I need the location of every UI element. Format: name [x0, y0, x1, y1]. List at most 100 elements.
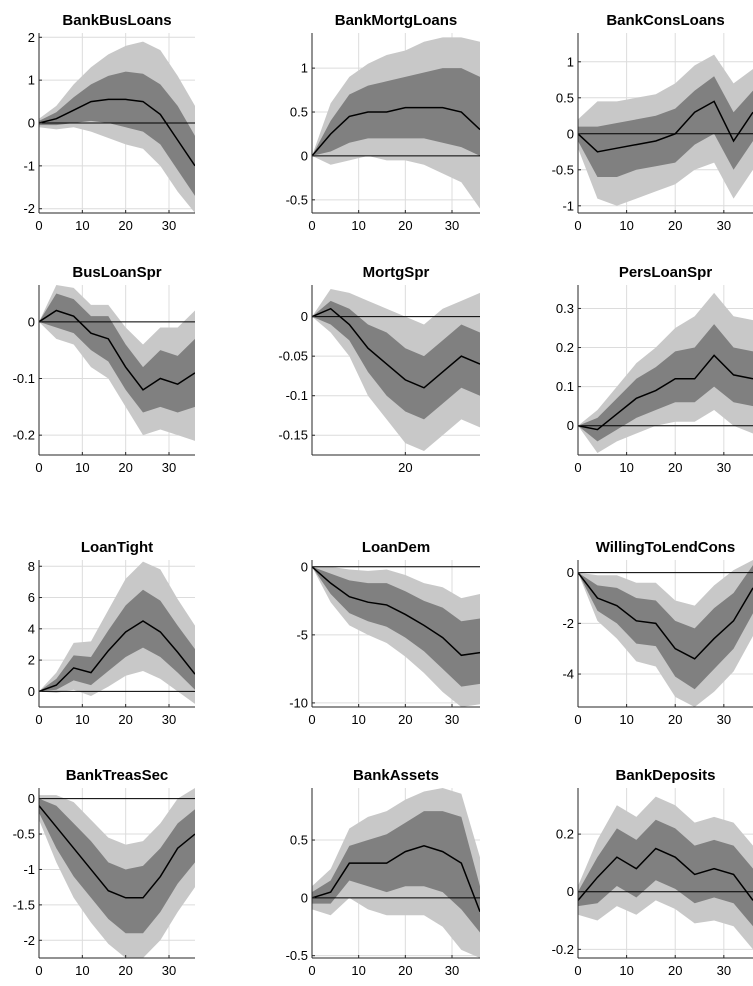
x-tick-label: 20 — [118, 712, 132, 727]
y-tick-label: -2 — [562, 616, 574, 631]
plot-area — [578, 33, 753, 213]
inner-band — [578, 565, 753, 690]
inner-band — [312, 811, 480, 933]
median-line — [312, 106, 480, 157]
x-tick-label: 10 — [351, 712, 365, 727]
y-tick-label: -10 — [289, 695, 308, 710]
x-tick-label: 30 — [445, 218, 459, 233]
median-line — [312, 566, 480, 657]
x-tick-label: 30 — [445, 963, 459, 978]
plot-area — [39, 560, 195, 707]
y-tick-label: 0 — [28, 684, 35, 699]
x-tick-label: 30 — [717, 963, 731, 978]
y-tick-label: -0.2 — [13, 428, 35, 443]
y-tick-label: 1 — [28, 73, 35, 88]
plot-area — [312, 788, 480, 958]
y-tick-label: 0 — [567, 418, 574, 433]
y-tick-label: 0.2 — [556, 340, 574, 355]
inner-band — [312, 566, 480, 687]
panel-title: PersLoanSpr — [619, 264, 713, 281]
plot-area — [39, 33, 195, 213]
y-tick-label: 8 — [28, 559, 35, 574]
y-tick-label: -5 — [296, 627, 308, 642]
y-tick-label: 2 — [28, 653, 35, 668]
y-tick-label: 1 — [301, 61, 308, 76]
x-tick-label: 10 — [75, 963, 89, 978]
y-tick-label: -2 — [23, 933, 35, 948]
median-line — [312, 307, 480, 389]
y-tick-label: 0 — [301, 148, 308, 163]
x-tick-label: 10 — [351, 963, 365, 978]
y-tick-label: -1 — [562, 198, 574, 213]
x-tick-label: 10 — [619, 218, 633, 233]
y-tick-label: 0 — [28, 116, 35, 131]
plot-area — [312, 560, 480, 707]
inner-band — [312, 68, 480, 156]
median-line — [578, 354, 753, 431]
y-tick-label: 0 — [567, 126, 574, 141]
x-tick-label: 0 — [308, 963, 315, 978]
plot-area — [312, 33, 480, 213]
x-tick-label: 0 — [35, 963, 42, 978]
y-tick-label: 0 — [301, 309, 308, 324]
y-tick-label: -2 — [23, 201, 35, 216]
x-tick-label: 0 — [35, 218, 42, 233]
y-tick-label: -0.15 — [278, 428, 308, 443]
inner-band — [39, 798, 195, 934]
y-tick-label: -0.05 — [278, 349, 308, 364]
plot-area — [578, 285, 753, 455]
inner-band — [578, 76, 753, 177]
x-tick-label: 10 — [75, 712, 89, 727]
panel-title: BusLoanSpr — [72, 264, 161, 281]
x-tick-label: 0 — [574, 460, 581, 475]
y-tick-label: 0 — [28, 791, 35, 806]
median-line — [39, 620, 195, 693]
median-line — [578, 572, 753, 660]
x-tick-label: 20 — [118, 218, 132, 233]
x-tick-label: 10 — [619, 460, 633, 475]
y-tick-label: 0.3 — [556, 301, 574, 316]
y-tick-label: 0.2 — [556, 827, 574, 842]
x-tick-label: 0 — [35, 712, 42, 727]
y-tick-label: -1 — [23, 158, 35, 173]
panel-title: LoanDem — [362, 539, 430, 556]
plot-area — [39, 285, 195, 455]
x-tick-label: 10 — [75, 460, 89, 475]
x-tick-label: 10 — [351, 218, 365, 233]
panel-title: BankConsLoans — [606, 12, 724, 29]
y-tick-label: 0 — [301, 890, 308, 905]
x-tick-label: 0 — [308, 712, 315, 727]
x-tick-label: 20 — [398, 712, 412, 727]
y-tick-label: 0 — [28, 314, 35, 329]
median-line — [39, 805, 195, 899]
panel-title: BankTreasSec — [66, 767, 169, 784]
x-tick-label: 20 — [118, 460, 132, 475]
panel-title: BankBusLoans — [62, 12, 171, 29]
y-tick-label: 0.5 — [290, 105, 308, 120]
y-tick-label: 2 — [28, 30, 35, 45]
x-tick-label: 30 — [162, 963, 176, 978]
plot-area — [312, 285, 480, 455]
y-tick-label: -0.5 — [286, 192, 308, 207]
x-tick-label: 20 — [668, 218, 682, 233]
y-tick-label: 1 — [567, 54, 574, 69]
x-tick-label: 20 — [398, 218, 412, 233]
median-line — [578, 100, 753, 153]
x-tick-label: 30 — [162, 712, 176, 727]
x-tick-label: 20 — [668, 712, 682, 727]
x-tick-label: 30 — [717, 218, 731, 233]
y-tick-label: -0.2 — [552, 942, 574, 957]
x-tick-label: 30 — [717, 712, 731, 727]
y-tick-label: -0.5 — [552, 162, 574, 177]
panel-title: MortgSpr — [363, 264, 430, 281]
x-tick-label: 10 — [619, 963, 633, 978]
x-tick-label: 0 — [35, 460, 42, 475]
x-tick-label: 0 — [574, 712, 581, 727]
inner-band — [39, 71, 195, 196]
